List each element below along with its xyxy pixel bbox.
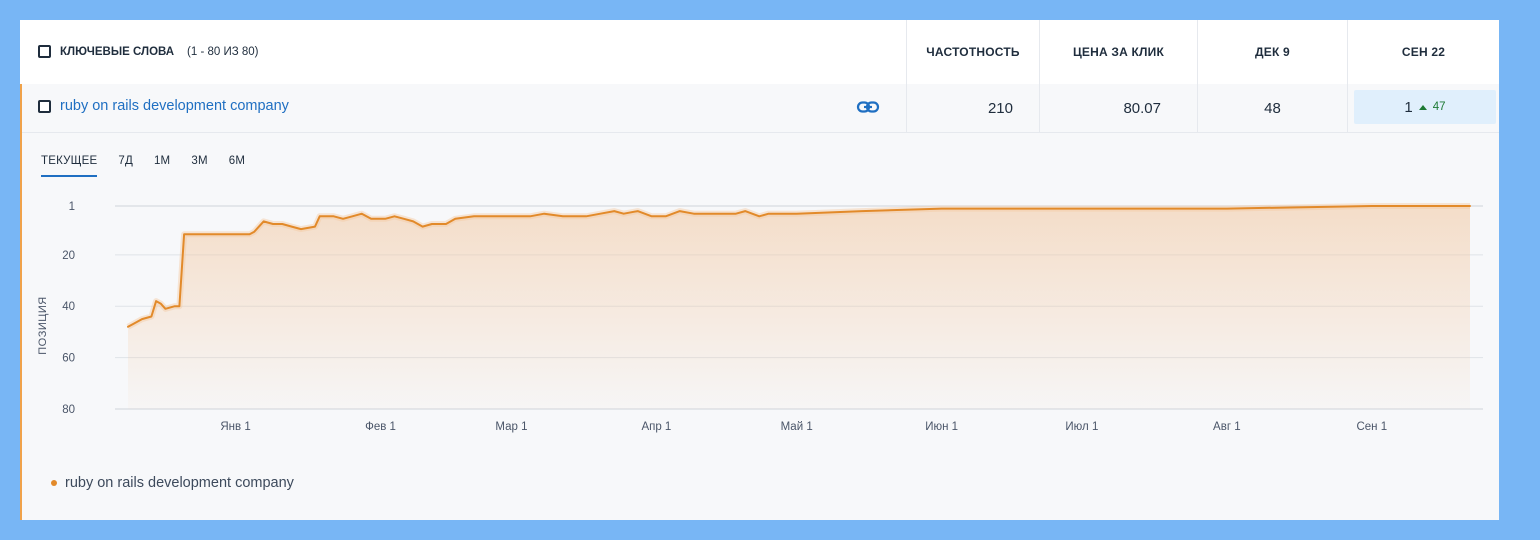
x-tick-label: Сен 1 (1356, 421, 1387, 433)
series-area (128, 206, 1470, 409)
tab-3m[interactable]: 3М (191, 155, 208, 167)
y-tick-label: 40 (62, 301, 75, 313)
date1-position-value: 48 (1264, 99, 1281, 117)
date2-position-cell[interactable]: 1 47 (1347, 84, 1499, 132)
arrow-up-icon (1418, 104, 1427, 110)
frequency-cell: 210 (906, 84, 1039, 132)
frequency-header-label: ЧАСТОТНОСТЬ (926, 45, 1020, 59)
cpc-cell: 80.07 (1039, 84, 1197, 132)
tab-1m[interactable]: 1М (153, 155, 171, 167)
cpc-column-header[interactable]: ЦЕНА ЗА КЛИК (1039, 20, 1197, 84)
legend-marker-icon (51, 480, 57, 486)
keywords-count: (1 - 80 ИЗ 80) (187, 45, 259, 58)
y-tick-label: 80 (62, 404, 75, 416)
position-chart: 1 20 40 60 80 ПОЗИЦИЯ Янв 1 Фев 1 Мар 1 Апр 1 Май … (37, 201, 1483, 433)
x-tick-label: Июл 1 (1065, 421, 1098, 433)
date2-column-header[interactable]: СЕН 22 (1347, 20, 1499, 84)
x-tick-label: Авг 1 (1213, 421, 1241, 433)
keywords-header-label: КЛЮЧЕВЫЕ СЛОВА (60, 45, 175, 58)
table-row[interactable]: ruby on rails development company 210 80… (20, 84, 1499, 133)
x-tick-label: Май 1 (781, 421, 813, 433)
chart-legend: ruby on rails development company (51, 475, 294, 491)
date1-position-cell: 48 (1197, 84, 1347, 132)
period-tabs: ТЕКУЩЕЕ 7Д 1М 3М 6М (41, 152, 266, 177)
date2-position-value: 1 (1404, 98, 1413, 116)
frequency-value: 210 (987, 99, 1013, 117)
tab-6m[interactable]: 6М (228, 155, 246, 167)
series-line[interactable] (127, 205, 1471, 328)
x-tick-label: Апр 1 (641, 421, 671, 433)
keyword-position-panel: КЛЮЧЕВЫЕ СЛОВА (1 - 80 ИЗ 80) ЧАСТОТНОСТ… (20, 20, 1499, 520)
x-tick-label: Фев 1 (365, 421, 396, 433)
keywords-column-header: КЛЮЧЕВЫЕ СЛОВА (1 - 80 ИЗ 80) (38, 45, 259, 58)
frequency-column-header[interactable]: ЧАСТОТНОСТЬ (906, 20, 1039, 84)
tab-7d[interactable]: 7Д (118, 155, 133, 167)
y-tick-label: 1 (69, 201, 75, 213)
keyword-cell: ruby on rails development company (38, 98, 289, 114)
y-tick-label: 60 (62, 353, 75, 365)
date2-header-label: СЕН 22 (1401, 45, 1446, 59)
x-tick-label: Мар 1 (495, 421, 527, 433)
position-change-value: 47 (1432, 101, 1446, 113)
y-axis-label: ПОЗИЦИЯ (37, 296, 49, 355)
x-tick-label: Янв 1 (220, 421, 250, 433)
date1-column-header[interactable]: ДЕК 9 (1197, 20, 1347, 84)
cpc-header-label: ЦЕНА ЗА КЛИК (1072, 45, 1165, 59)
row-checkbox-icon[interactable] (38, 99, 51, 113)
table-header: КЛЮЧЕВЫЕ СЛОВА (1 - 80 ИЗ 80) ЧАСТОТНОСТ… (20, 20, 1499, 85)
keyword-link[interactable]: ruby on rails development company (60, 98, 289, 114)
tab-current[interactable]: ТЕКУЩЕЕ (41, 152, 98, 177)
y-tick-label: 20 (62, 250, 75, 262)
legend-label: ruby on rails development company (65, 475, 294, 491)
x-tick-label: Июн 1 (925, 421, 958, 433)
cpc-value: 80.07 (1123, 99, 1161, 117)
select-all-checkbox-icon[interactable] (38, 45, 51, 58)
current-position-badge: 1 47 (1354, 90, 1496, 124)
date1-header-label: ДЕК 9 (1255, 45, 1290, 59)
link-icon[interactable] (856, 99, 880, 115)
expanded-row-accent (20, 84, 22, 520)
